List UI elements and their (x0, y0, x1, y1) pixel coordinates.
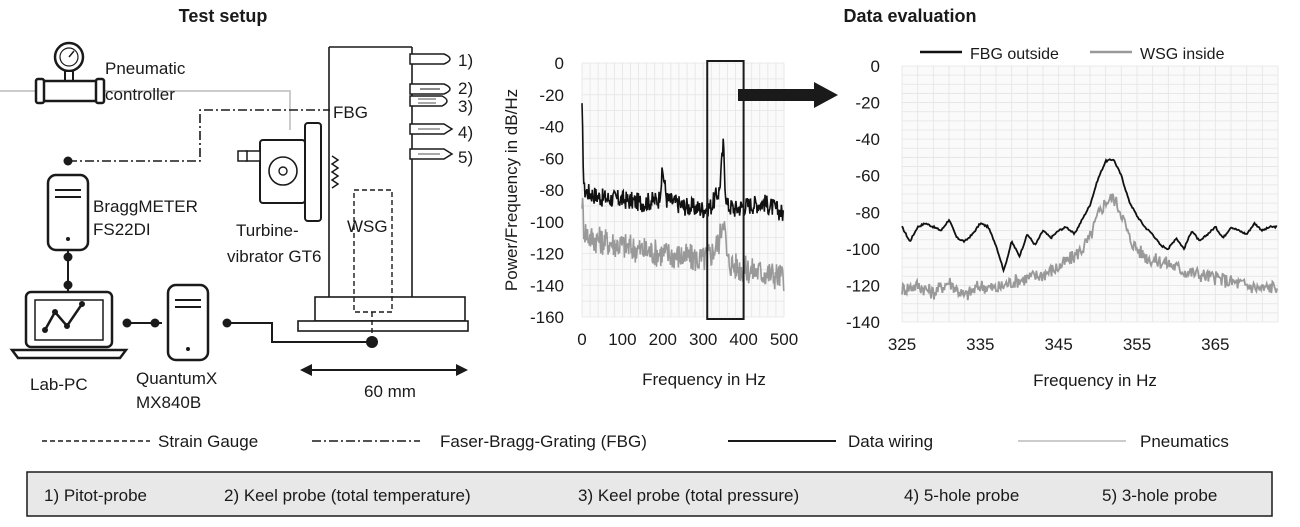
x-tick-label: 100 (608, 330, 636, 349)
x-tick-label: 345 (1044, 335, 1072, 354)
probe-legend-4: 4) 5-hole probe (904, 486, 1019, 505)
probes (409, 53, 454, 160)
turbine-vibrator-label: Turbine- vibrator GT6 (227, 221, 321, 266)
probe-number-5: 5) (458, 148, 473, 167)
x-tick-label: 365 (1201, 335, 1229, 354)
dimension-label: 60 mm (364, 382, 416, 401)
probe-legend-2: 2) Keel probe (total temperature) (224, 486, 471, 505)
wsg-strain-gauge (353, 189, 393, 313)
series-line-0 (581, 103, 785, 221)
braggmeter-icon (46, 173, 90, 252)
series-line-1 (581, 197, 785, 292)
y-tick-label: 0 (871, 57, 880, 76)
x-tick-label: 300 (689, 330, 717, 349)
lab-pc-icon (9, 290, 129, 360)
pneumatic-controller-icon (34, 41, 106, 105)
test-setup-diagram: Pneumatic controller FBG BraggMETER FS22… (0, 41, 473, 412)
spectrum-y-axis-label: Power/Frequency in dB/Hz (502, 89, 521, 291)
y-tick-label: -140 (846, 313, 880, 332)
probe-legend-5: 5) 3-hole probe (1102, 486, 1217, 505)
y-tick-label: -120 (846, 276, 880, 295)
legend-strain-gauge: Strain Gauge (158, 432, 258, 451)
probe-legend-box: 1) Pitot-probe 2) Keel probe (total temp… (26, 471, 1273, 517)
y-tick-label: -80 (539, 181, 564, 200)
wsg-label: WSG (347, 217, 388, 236)
chart-legend: FBG outside WSG inside (920, 46, 1225, 63)
y-tick-label: -20 (539, 86, 564, 105)
series-line-0 (901, 158, 1278, 274)
x-tick-label: 325 (888, 335, 916, 354)
probe-legend-3: 3) Keel probe (total pressure) (578, 486, 799, 505)
fbg-label: FBG (333, 103, 368, 122)
series-line-1 (901, 193, 1278, 301)
zoom-window (706, 60, 745, 320)
braggmeter-label: BraggMETER FS22DI (93, 197, 203, 239)
spectrum-x-axis-label: Frequency in Hz (642, 370, 766, 389)
y-tick-label: -40 (539, 118, 564, 137)
line-type-legend: Strain Gauge Faser-Bragg-Grating (FBG) D… (42, 432, 1229, 451)
legend-fbg-outside: FBG outside (970, 46, 1059, 63)
zoom-arrow (738, 82, 838, 108)
legend-data-wiring: Data wiring (848, 432, 933, 451)
data-evaluation-title: Data evaluation (843, 6, 976, 26)
y-tick-label: -100 (846, 240, 880, 259)
test-column (297, 46, 469, 336)
probe-number-2: 2) (458, 79, 473, 98)
data-wiring-line (226, 322, 372, 343)
x-tick-label: 500 (770, 330, 798, 349)
x-tick-label: 200 (649, 330, 677, 349)
y-tick-label: 0 (555, 54, 564, 73)
probe-numbers: 1) 2) 3) 4) 5) (458, 51, 473, 167)
y-tick-label: -140 (530, 276, 564, 295)
x-tick-label: 0 (577, 330, 586, 349)
legend-fbg: Faser-Bragg-Grating (FBG) (440, 432, 647, 451)
turbine-vibrator-icon (237, 122, 340, 222)
y-tick-label: -100 (530, 213, 564, 232)
y-tick-label: -80 (855, 203, 880, 222)
probe-number-1: 1) (458, 51, 473, 70)
legend-pneumatics: Pneumatics (1140, 432, 1229, 451)
test-setup-title: Test setup (179, 6, 268, 26)
lab-pc-label: Lab-PC (30, 375, 88, 394)
y-tick-label: -60 (539, 149, 564, 168)
pneumatic-line (0, 90, 291, 130)
spectrum-chart: 0 -20 -40 -60 -80 -100 -120 -140 -160 0 100 200 300… (502, 54, 798, 389)
y-tick-label: -120 (530, 245, 564, 264)
probe-number-4: 4) (458, 123, 473, 142)
x-tick-label: 335 (966, 335, 994, 354)
quantumx-icon (166, 283, 210, 362)
x-tick-label: 400 (729, 330, 757, 349)
x-tick-label: 355 (1123, 335, 1151, 354)
zoomed-spectrum-chart: 0 -20 -40 -60 -80 -100 -120 -140 325 335 345 355 36… (846, 46, 1279, 390)
legend-wsg-inside: WSG inside (1140, 46, 1225, 63)
quantumx-label: QuantumX MX840B (136, 369, 222, 412)
zoomed-x-axis-label: Frequency in Hz (1033, 371, 1157, 390)
pneumatic-controller-label: Pneumatic controller (105, 59, 190, 104)
dimension-arrow (300, 364, 468, 376)
fbg-fiber-line (68, 109, 330, 162)
probe-legend-1: 1) Pitot-probe (44, 486, 147, 505)
y-tick-label: -40 (855, 130, 880, 149)
y-tick-label: -20 (855, 94, 880, 113)
y-tick-label: -60 (855, 167, 880, 186)
probe-number-3: 3) (458, 97, 473, 116)
y-tick-label: -160 (530, 308, 564, 327)
